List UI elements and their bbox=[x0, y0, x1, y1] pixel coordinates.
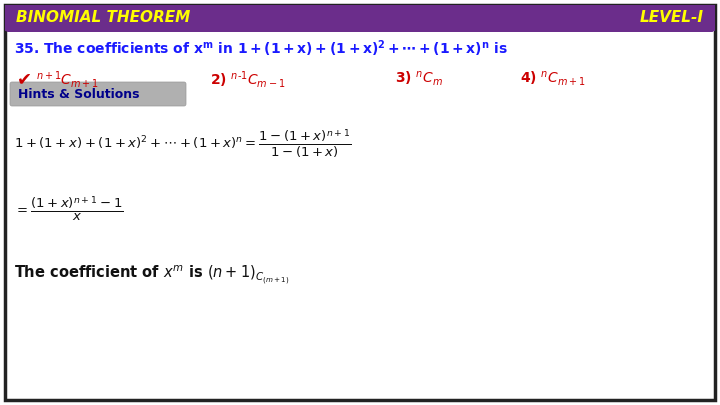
Text: $^{n+1}C_{m+1}$: $^{n+1}C_{m+1}$ bbox=[36, 68, 99, 90]
Text: ✔: ✔ bbox=[17, 70, 32, 88]
Text: 4) $^nC_{m+1}$: 4) $^nC_{m+1}$ bbox=[520, 70, 586, 88]
Text: 35. The coefficients of $\mathbf{x^m}$ in $\mathbf{1+(1+x)+(1+x)^2+\cdots+(1+x)^: 35. The coefficients of $\mathbf{x^m}$ i… bbox=[14, 39, 508, 59]
Text: Hints & Solutions: Hints & Solutions bbox=[18, 87, 140, 100]
Text: 3) $^nC_m$: 3) $^nC_m$ bbox=[395, 70, 443, 88]
Text: $=\dfrac{(1+x)^{n+1}-1}{x}$: $=\dfrac{(1+x)^{n+1}-1}{x}$ bbox=[14, 195, 123, 224]
Text: 2) $^{n\text{-}1}C_{m-1}$: 2) $^{n\text{-}1}C_{m-1}$ bbox=[210, 68, 286, 90]
Text: The coefficient of $x^m$ is $(n+1)_{C_{(m+1)}}$: The coefficient of $x^m$ is $(n+1)_{C_{(… bbox=[14, 264, 289, 286]
FancyBboxPatch shape bbox=[5, 5, 715, 400]
Text: $1+(1+x)+(1+x)^2+\cdots+(1+x)^n=\dfrac{1-(1+x)^{n+1}}{1-(1+x)}$: $1+(1+x)+(1+x)^2+\cdots+(1+x)^n=\dfrac{1… bbox=[14, 128, 351, 160]
FancyBboxPatch shape bbox=[6, 5, 714, 32]
FancyBboxPatch shape bbox=[10, 82, 186, 106]
Text: LEVEL-I: LEVEL-I bbox=[640, 11, 704, 26]
Text: BINOMIAL THEOREM: BINOMIAL THEOREM bbox=[16, 11, 190, 26]
FancyBboxPatch shape bbox=[5, 5, 715, 31]
